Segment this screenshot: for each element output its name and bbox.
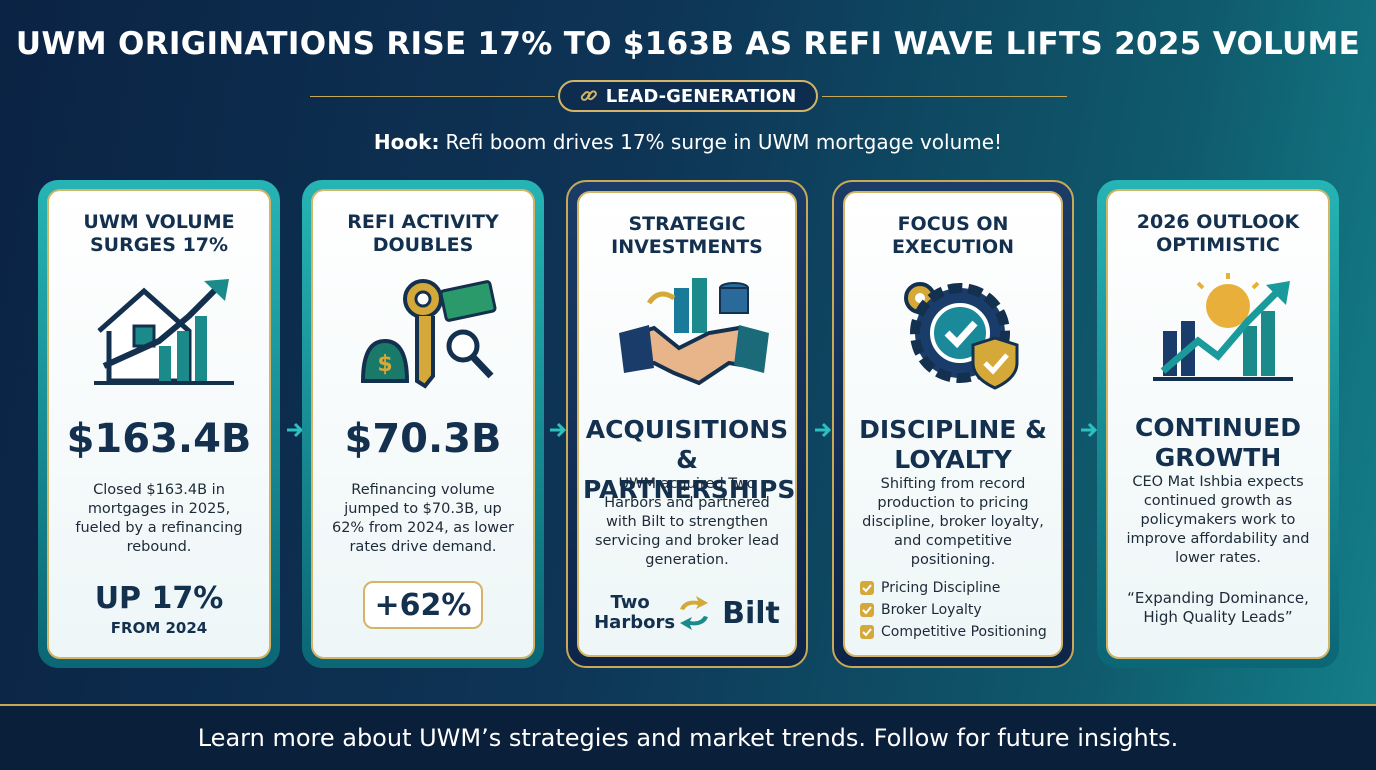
highlight-note: FROM 2024 [110,619,208,637]
checklist-text: Pricing Discipline [881,580,1001,596]
gear-shield-icon [904,282,1019,390]
handshake-icon [619,278,769,386]
card-title: STRATEGIC INVESTMENTS [611,213,763,258]
link-icon [580,90,597,101]
checklist-item: Competitive Positioning [859,621,1047,643]
card-panel: FOCUS ON EXECUTION DISCIPLINE & LOYALTY … [843,191,1063,657]
checklist-text: Competitive Positioning [881,624,1047,640]
description: Closed $163.4B in mortgages in 2025, fue… [75,482,243,555]
flow-arrow [815,422,832,438]
hook-text: Refi boom drives 17% surge in UWM mortga… [445,130,1003,154]
house-growth-icon [94,279,234,385]
divider [822,96,1067,97]
highlight: UP 17% [94,581,224,616]
headline: $163.4B [66,416,252,462]
description: CEO Mat Ishbia expects continued growth … [1126,474,1310,566]
card: STRATEGIC INVESTMENTS ACQUISITIONS & PAR… [566,180,808,668]
checklist: Pricing Discipline Broker Loyalty Competit… [859,577,1047,643]
check-icon [860,625,874,639]
outlook-icon [1153,273,1293,381]
exchange-icon [680,596,709,630]
badge: +62% [363,581,483,629]
card-title: FOCUS ON EXECUTION [891,213,1015,258]
description: Shifting from record production to prici… [862,476,1044,568]
checklist-text: Broker Loyalty [881,602,982,618]
divider [310,96,555,97]
card-title: UWM VOLUME SURGES 17% [83,211,235,256]
description: Refinancing volume jumped to $70.3B, up … [331,482,514,555]
card-panel: UWM VOLUME SURGES 17% $163.4B Closed $16… [47,189,271,659]
headline: $70.3B [344,416,502,462]
hook-label: Hook: [373,130,440,154]
category-tag: LEAD-GENERATION [558,80,818,112]
checklist-item: Pricing Discipline [859,577,1047,599]
headline: DISCIPLINE & LOYALTY [859,415,1047,474]
headline: CONTINUED GROWTH [1135,413,1301,472]
flow-arrow [550,422,567,438]
card: REFI ACTIVITY DOUBLES $ $70.3B Refinanci… [302,180,544,668]
quote: “Expanding Dominance, High Quality Leads… [1127,589,1309,626]
tag-text: LEAD-GENERATION [605,85,797,107]
svg-text:$: $ [377,352,392,377]
check-icon [860,603,874,617]
hook: Hook: Refi boom drives 17% surge in UWM m… [0,130,1376,154]
partner-name: Two Harbors [594,592,676,633]
page-title: UWM ORIGINATIONS RISE 17% TO $163B AS RE… [15,26,1361,62]
footer: Learn more about UWM’s strategies and ma… [0,704,1376,770]
card-title: 2026 OUTLOOK OPTIMISTIC [1136,211,1300,256]
description: UWM acquired Two Harbors and partnered w… [594,476,780,568]
flow-arrow [287,422,304,438]
check-icon [860,581,874,595]
partner-logos: Two Harbors Bilt [579,593,795,633]
card: 2026 OUTLOOK OPTIMISTIC CONTINUED GROWTH… [1097,180,1339,668]
refi-icon: $ [360,279,497,389]
card-panel: STRATEGIC INVESTMENTS ACQUISITIONS & PAR… [577,191,797,657]
flow-arrow [1081,422,1098,438]
partner-name: Bilt [722,595,780,631]
checklist-item: Broker Loyalty [859,599,1047,621]
card: UWM VOLUME SURGES 17% $163.4B Closed $16… [38,180,280,668]
card: FOCUS ON EXECUTION DISCIPLINE & LOYALTY … [832,180,1074,668]
card-title: REFI ACTIVITY DOUBLES [347,211,499,256]
card-panel: 2026 OUTLOOK OPTIMISTIC CONTINUED GROWTH… [1106,189,1330,659]
card-panel: REFI ACTIVITY DOUBLES $ $70.3B Refinanci… [311,189,535,659]
headline: ACQUISITIONS & PARTNERSHIPS [583,415,796,504]
